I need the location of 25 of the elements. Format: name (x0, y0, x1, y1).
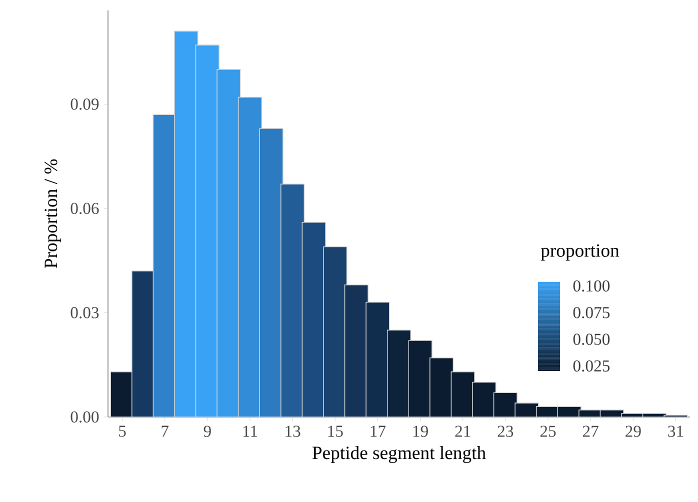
annotation: 0.100 (573, 280, 610, 292)
x-tick-label: 27 (582, 426, 598, 437)
x-axis-title: Peptide segment length (312, 446, 486, 464)
x-tick-label: 5 (119, 426, 126, 437)
x-tick-label: 29 (626, 426, 641, 437)
x-tick-label: 7 (162, 426, 169, 437)
x-tick-label: 21 (455, 426, 470, 437)
x-tick-label: 11 (243, 426, 258, 437)
annotation: 0.025 (573, 360, 610, 372)
x-tick-label: 17 (370, 426, 386, 437)
x-tick-label: 9 (204, 426, 211, 437)
y-axis-title: Proportion / % (44, 159, 61, 268)
x-tick-label: 23 (498, 426, 514, 437)
x-tick-label: 15 (328, 426, 343, 437)
annotation: proportion (540, 244, 620, 261)
y-tick-label: 0.09 (70, 98, 99, 110)
x-tick-label: 19 (413, 426, 428, 437)
y-tick-label: 0.03 (70, 307, 99, 318)
y-tick-label: 0.06 (70, 202, 99, 214)
x-tick-label: 25 (540, 426, 556, 437)
x-tick-label: 31 (668, 426, 684, 437)
annotation: 0.050 (573, 334, 610, 345)
x-tick-label: 13 (286, 426, 300, 437)
annotation: 0.075 (573, 306, 610, 318)
y-tick-label: 0.00 (70, 411, 99, 423)
